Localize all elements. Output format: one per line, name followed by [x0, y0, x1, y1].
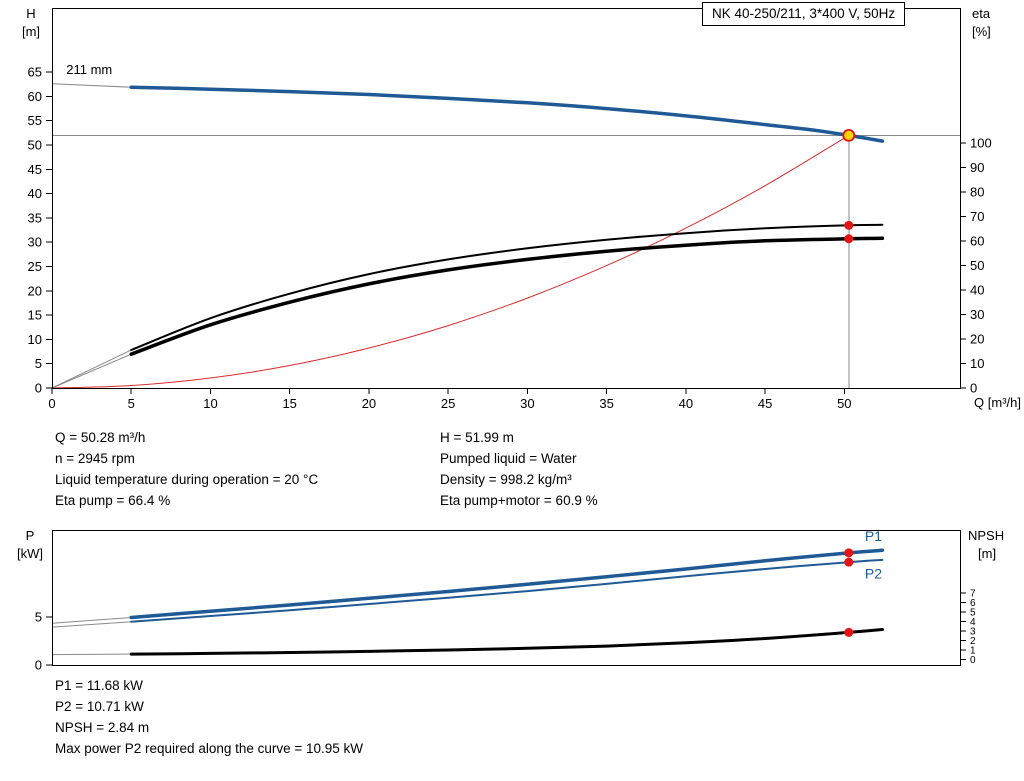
x-axis-title: Q [m³/h]	[974, 395, 1021, 410]
y-left-tick-label: 60	[28, 89, 42, 104]
curve-p1	[129, 548, 885, 620]
y-right-tick-label: 1	[970, 645, 976, 656]
curve-eta-pump	[130, 223, 884, 351]
y-left-tick-label: 0	[35, 381, 42, 396]
y-right-tick-label: 0	[970, 381, 977, 396]
y-right-axis-unit: [m]	[978, 546, 996, 561]
duty-results-right-column: H = 51.99 m Pumped liquid = Water Densit…	[440, 430, 598, 514]
x-tick-label: 45	[758, 396, 772, 411]
x-tick-label: 25	[441, 396, 455, 411]
curve-p2	[130, 558, 884, 623]
y-right-tick-label: 0	[970, 655, 976, 666]
curve-npsh	[129, 628, 884, 656]
value-marker	[844, 557, 854, 567]
result-density: Density = 998.2 kg/m³	[440, 472, 572, 487]
result-flow: Q = 50.28 m³/h	[55, 430, 146, 445]
curve-p1-extension	[51, 617, 132, 624]
x-tick-label: 35	[599, 396, 613, 411]
y-right-tick-label: 40	[970, 282, 984, 297]
value-marker	[844, 220, 854, 230]
result-head: H = 51.99 m	[440, 430, 514, 445]
curve-head-211mm	[129, 85, 885, 143]
y-right-axis-title: eta	[972, 6, 991, 21]
y-left-axis-title: P	[26, 528, 35, 543]
result-p1: P1 = 11.68 kW	[55, 678, 143, 693]
y-left-tick-label: 55	[28, 113, 42, 128]
x-tick-label: 5	[128, 396, 135, 411]
result-speed: n = 2945 rpm	[55, 451, 135, 466]
x-tick-label: 15	[282, 396, 296, 411]
x-tick-label: 0	[48, 396, 55, 411]
x-tick-label: 30	[520, 396, 534, 411]
y-left-tick-label: 30	[28, 235, 42, 250]
y-right-tick-label: 6	[970, 598, 976, 609]
y-left-axis-title: H	[26, 6, 35, 21]
curve-eta-pump-extension	[51, 349, 132, 389]
y-left-tick-label: 15	[28, 308, 42, 323]
y-left-tick-label: 5	[35, 609, 42, 624]
result-npsh: NPSH = 2.84 m	[55, 720, 150, 735]
x-tick-label: 20	[362, 396, 376, 411]
result-p2: P2 = 10.71 kW	[55, 699, 144, 714]
y-left-tick-label: 65	[28, 65, 42, 80]
curve-eta-pump-motor-extension	[51, 353, 132, 389]
y-right-tick-label: 70	[970, 209, 984, 224]
y-right-tick-label: 7	[970, 589, 976, 600]
y-right-tick-label: 100	[970, 135, 992, 150]
y-left-tick-label: 5	[35, 356, 42, 371]
duty-results-left-column: Q = 50.28 m³/h n = 2945 rpm Liquid tempe…	[55, 430, 318, 514]
y-right-tick-label: 60	[970, 233, 984, 248]
y-right-tick-label: 3	[970, 626, 976, 637]
y-right-tick-label: 20	[970, 331, 984, 346]
value-marker	[844, 234, 854, 244]
x-tick-label: 10	[203, 396, 217, 411]
y-right-tick-label: 4	[970, 617, 976, 628]
result-max-power-p2: Max power P2 required along the curve = …	[55, 741, 364, 756]
pump-title-box: NK 40-250/211, 3*400 V, 50Hz	[702, 2, 906, 26]
curve-npsh-extension	[51, 653, 132, 656]
plot-frame	[52, 8, 961, 389]
power-results: P1 = 11.68 kW P2 = 10.71 kW NPSH = 2.84 …	[55, 678, 363, 762]
curve-head-211mm-extension	[51, 83, 132, 88]
y-right-tick-label: 5	[970, 607, 976, 618]
result-pumped-liquid: Pumped liquid = Water	[440, 451, 577, 466]
y-right-tick-label: 2	[970, 636, 976, 647]
curve-p2-extension	[51, 621, 132, 628]
result-eta-pump-motor: Eta pump+motor = 60.9 %	[440, 493, 598, 508]
curve-eta-pump-motor	[129, 236, 885, 356]
value-marker	[844, 627, 854, 637]
y-right-axis-unit: [%]	[972, 24, 991, 39]
y-right-tick-label: 10	[970, 356, 984, 371]
annotation-211-mm: 211 mm	[66, 62, 112, 77]
y-left-axis-unit: [kW]	[17, 546, 43, 561]
y-right-tick-label: 30	[970, 307, 984, 322]
annotation-p2: P2	[865, 566, 882, 582]
duty-point-marker	[842, 128, 856, 142]
x-tick-label: 50	[837, 396, 851, 411]
curve-system-curve	[51, 134, 850, 389]
y-left-axis-unit: [m]	[22, 24, 40, 39]
y-left-tick-label: 20	[28, 283, 42, 298]
y-left-tick-label: 0	[35, 658, 42, 673]
y-left-tick-label: 10	[28, 332, 42, 347]
y-left-tick-label: 25	[28, 259, 42, 274]
y-right-tick-label: 80	[970, 184, 984, 199]
y-left-tick-label: 45	[28, 162, 42, 177]
y-left-tick-label: 35	[28, 210, 42, 225]
qh-eta-chart: 0 5 10 15 20 25 30 35 40 45 50 Q [m³/h]051015202530…	[22, 6, 1021, 411]
y-right-tick-label: 50	[970, 258, 984, 273]
y-right-axis-title: NPSH	[968, 528, 1004, 543]
y-left-tick-label: 40	[28, 186, 42, 201]
y-right-tick-label: 90	[970, 160, 984, 175]
plot-frame	[52, 530, 961, 666]
x-tick-label: 40	[679, 396, 693, 411]
value-marker	[844, 548, 854, 558]
result-liquid-temperature: Liquid temperature during operation = 20…	[55, 472, 319, 487]
result-eta-pump: Eta pump = 66.4 %	[55, 493, 171, 508]
annotation-p1: P1	[865, 528, 882, 544]
y-left-tick-label: 50	[28, 138, 42, 153]
